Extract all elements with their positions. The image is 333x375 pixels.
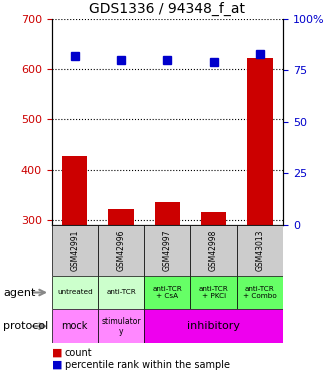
Text: mock: mock — [62, 321, 88, 331]
Text: inhibitory: inhibitory — [187, 321, 240, 331]
Bar — [52, 225, 98, 276]
Bar — [98, 276, 144, 309]
Bar — [190, 225, 237, 276]
Bar — [144, 309, 283, 343]
Text: stimulator
y: stimulator y — [101, 316, 141, 336]
Text: GSM42996: GSM42996 — [117, 230, 126, 271]
Bar — [62, 156, 88, 225]
Text: agent: agent — [3, 288, 36, 297]
Text: GSM42991: GSM42991 — [70, 230, 79, 271]
Text: ■: ■ — [52, 360, 62, 370]
Bar — [144, 276, 190, 309]
Text: anti-TCR: anti-TCR — [106, 290, 136, 296]
Bar — [190, 276, 237, 309]
Text: percentile rank within the sample: percentile rank within the sample — [65, 360, 230, 370]
Text: GSM42998: GSM42998 — [209, 230, 218, 271]
Bar — [155, 202, 180, 225]
Bar — [201, 212, 226, 225]
Bar — [237, 276, 283, 309]
Text: count: count — [65, 348, 93, 357]
Text: ■: ■ — [52, 348, 62, 357]
Bar — [237, 225, 283, 276]
Text: anti-TCR
+ CsA: anti-TCR + CsA — [153, 286, 182, 299]
Bar — [52, 276, 98, 309]
Text: GSM43013: GSM43013 — [255, 230, 264, 271]
Text: untreated: untreated — [57, 290, 93, 296]
Text: protocol: protocol — [3, 321, 49, 331]
Text: anti-TCR
+ Combo: anti-TCR + Combo — [243, 286, 277, 299]
Bar — [247, 58, 273, 225]
Text: GSM42997: GSM42997 — [163, 230, 172, 271]
Text: anti-TCR
+ PKCi: anti-TCR + PKCi — [199, 286, 228, 299]
Bar — [98, 225, 144, 276]
Bar — [52, 309, 98, 343]
Bar — [98, 309, 144, 343]
Bar — [108, 209, 134, 225]
Title: GDS1336 / 94348_f_at: GDS1336 / 94348_f_at — [89, 2, 245, 16]
Bar — [144, 225, 190, 276]
